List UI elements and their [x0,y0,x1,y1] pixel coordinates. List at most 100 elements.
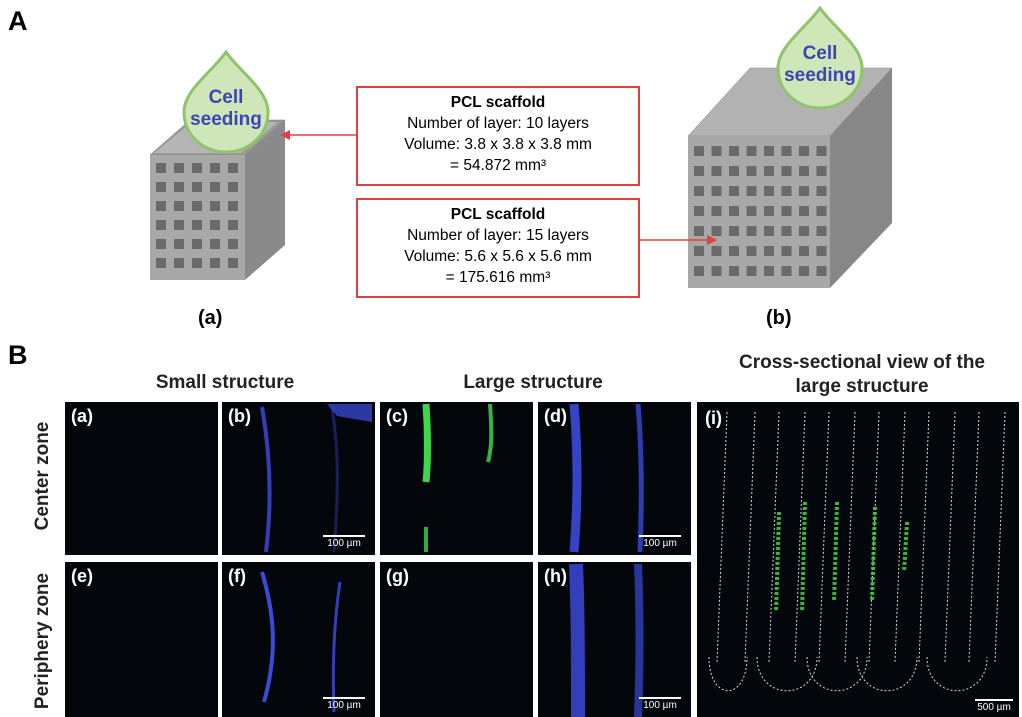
strut-outline [918,411,930,663]
info-layers: Number of layer: 15 layers [407,227,589,244]
scaffold-pore [816,246,827,256]
drop-label-line1: Cell [208,87,244,108]
scaffold-pore [746,246,757,256]
scaffold-pore [711,206,722,216]
strut-outline [794,411,806,663]
small-scaffold-info-box: PCL scaffold Number of layer: 10 layers … [356,86,640,186]
pore-bottom-outline [926,656,988,692]
scale-bar: 100 µm [323,697,365,711]
panel-a-letter: A [8,6,28,36]
scaffold-pore [764,186,774,196]
cell-seeding-drop-small: Cell seeding [178,49,274,154]
scaffold-pore [746,186,757,196]
strut-outline [894,411,906,663]
header-cross-section: Cross-sectional view of the large struct… [738,352,985,397]
micrograph-a: (a) [65,402,218,555]
scaffold-pore [192,220,202,230]
scaffold-pore [228,182,238,192]
green-cell-signal [774,511,781,613]
image-label: (h) [544,566,567,586]
scaffold-pore [729,186,739,196]
row-label-periphery-zone: Periphery zone [32,572,53,710]
scaffold-pore [799,226,809,236]
drop-label-line2: seeding [190,109,262,130]
scale-bar: 100 µm [323,535,365,549]
large-scaffold-info-box: PCL scaffold Number of layer: 15 layers … [356,198,640,298]
info-volume-value: = 54.872 mm³ [449,157,547,174]
scaffold-pore [746,266,757,276]
info-title: PCL scaffold [450,206,546,223]
scaffold-pore [781,246,792,256]
image-label: (f) [228,566,246,586]
micrograph-d: (d) 100 µm [538,402,691,555]
scaffold-pore [694,166,704,176]
scaffold-pore [228,163,238,173]
scaffold-pore [228,239,238,249]
green-cell-signal [832,501,839,603]
info-volume: Volume: 5.6 x 5.6 x 5.6 mm [404,248,592,265]
scaffold-pore [729,146,739,156]
info-volume-value: = 175.616 mm³ [445,269,551,286]
scaffold-pore [192,201,202,211]
scaffold-pore [174,258,184,268]
scaffold-pore [192,258,202,268]
scaffold-pore [156,220,166,230]
scaffold-pore [694,246,704,256]
strut-outline [844,411,856,663]
micrograph-g: (g) [380,562,533,717]
info-title: PCL scaffold [450,94,546,111]
scaffold-pore [210,220,220,230]
scaffold-pore [764,246,774,256]
scaffold-pore [764,166,774,176]
scaffold-pore [799,146,809,156]
scaffold-pore [174,163,184,173]
image-label: (e) [71,566,93,586]
arrowhead-icon [707,235,717,245]
pore-bottom-outline [756,656,818,692]
scaffold-a-caption: (a) [198,307,223,329]
scaffold-pore [816,146,827,156]
large-scaffold-graphic [687,67,893,288]
scale-bar: 500 µm [975,699,1013,713]
scaffold-pore [746,166,757,176]
scaffold-pore [729,206,739,216]
scaffold-pore [816,166,827,176]
scaffold-pore [156,239,166,249]
scale-bar: 100 µm [639,697,681,711]
scaffold-pore [729,226,739,236]
scale-bar: 100 µm [639,535,681,549]
header-small-structure: Small structure [155,372,295,393]
micrograph-b: (b) 100 µm [222,402,375,555]
info-volume: Volume: 3.8 x 3.8 x 3.8 mm [404,136,592,153]
strut-outline [818,411,830,663]
cell-seeding-drop-large: Cell seeding [772,5,868,110]
scaffold-pore [210,163,220,173]
scaffold-pore [799,266,809,276]
scaffold-pore [210,182,220,192]
scaffold-pore [192,163,202,173]
scaffold-pore [816,266,827,276]
scaffold-pore [781,166,792,176]
scaffold-pore [174,182,184,192]
header-large-structure: Large structure [463,372,603,393]
scaffold-pore [711,226,722,236]
strut-outline [744,411,756,663]
scaffold-pore [711,186,722,196]
info-layers: Number of layer: 10 layers [407,115,589,132]
strut-outline [768,411,780,663]
image-label: (g) [386,566,409,586]
scaffold-pore [156,201,166,211]
scaffold-pore [228,258,238,268]
image-label: (a) [71,406,93,426]
scaffold-pore [746,226,757,236]
micrograph-f: (f) 100 µm [222,562,375,717]
scaffold-pore [210,258,220,268]
strut-outline [944,411,956,663]
pore-bottom-outline [708,656,748,692]
scaffold-pore [694,226,704,236]
green-cell-signal [800,501,807,613]
micrograph-e: (e) [65,562,218,717]
scaffold-pore [694,266,704,276]
scaffold-pore [781,266,792,276]
drop-label-line2: seeding [784,65,856,86]
